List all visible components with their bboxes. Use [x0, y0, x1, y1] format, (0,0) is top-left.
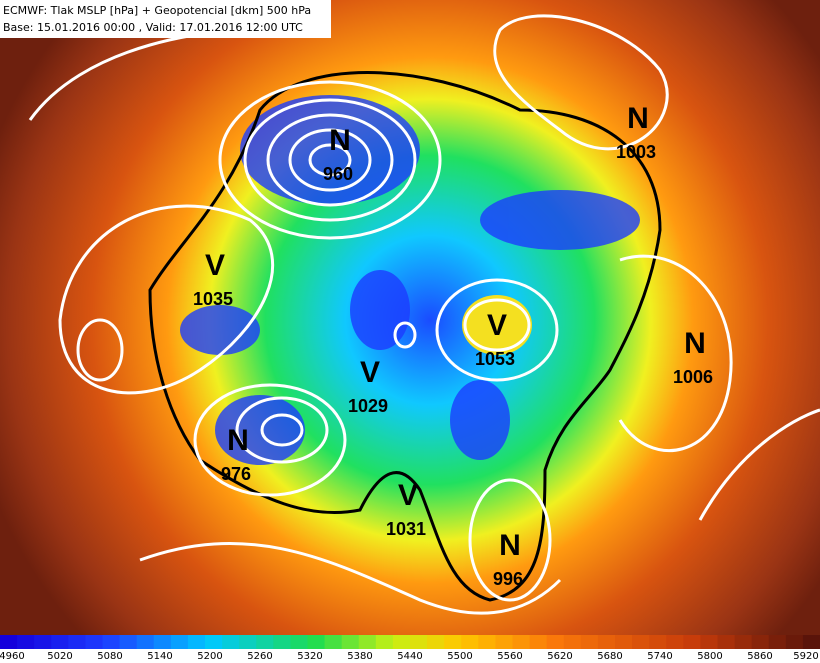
legend-swatch: [187, 635, 206, 649]
legend-swatch: [17, 635, 35, 649]
legend-swatch: [768, 635, 787, 649]
legend-tick-label: 5380: [347, 651, 372, 662]
legend-swatch: [683, 635, 701, 649]
legend-swatch: [0, 635, 18, 649]
legend-swatch: [102, 635, 121, 649]
center-letter: N: [499, 529, 521, 562]
legend-swatch: [273, 635, 291, 649]
legend-swatch: [785, 635, 804, 649]
legend-swatch: [546, 635, 565, 649]
legend-tick-label: 4960: [0, 651, 25, 662]
legend-tick-label: 5800: [697, 651, 722, 662]
legend-swatch: [51, 635, 69, 649]
legend-tick-label: 5680: [597, 651, 622, 662]
legend-swatch: [34, 635, 52, 649]
center-letter: V: [487, 309, 507, 342]
legend-swatch: [632, 635, 650, 649]
legend-swatch: [478, 635, 496, 649]
legend-swatch: [153, 635, 172, 649]
legend-swatch: [85, 635, 103, 649]
legend-swatch: [580, 635, 599, 649]
legend-tick-label: 5920: [793, 651, 818, 662]
center-pressure: 960: [323, 164, 353, 184]
legend-tick-label: 5500: [447, 651, 472, 662]
legend-swatch: [375, 635, 394, 649]
center-letter: V: [360, 356, 380, 389]
legend-swatch: [461, 635, 479, 649]
legend-tick-label: 5200: [197, 651, 222, 662]
legend-swatch: [512, 635, 531, 649]
center-letter: N: [627, 102, 649, 135]
color-legend: 4960 5020 5080 5140 5200 5260 5320 5380 5440 5500…: [0, 635, 820, 663]
legend-swatch: [529, 635, 548, 649]
center-letter: N: [684, 327, 706, 360]
legend-swatch: [427, 635, 445, 649]
center-pressure: 1053: [475, 349, 515, 369]
map-background: [0, 0, 820, 635]
center-pressure: 1003: [616, 142, 656, 162]
legend-tick-label: 5020: [47, 651, 72, 662]
legend-swatch: [734, 635, 753, 649]
pressure-centers: N 960 N 1003 V 1035 V 1053 N 1006 V 1029 N 976 V 1031 N 9…: [193, 102, 713, 589]
center-letter: N: [227, 424, 249, 457]
legend-tick-label: 5620: [547, 651, 572, 662]
center-letter: V: [398, 479, 418, 512]
legend-swatch: [136, 635, 155, 649]
legend-swatch: [717, 635, 736, 649]
legend-tick-label: 5860: [747, 651, 772, 662]
legend-swatch: [392, 635, 411, 649]
isobars: [28, 14, 820, 615]
legend-tick-label: 5320: [297, 651, 322, 662]
legend-swatch: [802, 635, 820, 649]
ridge-area: [462, 295, 532, 355]
legend-swatch: [495, 635, 513, 649]
legend-swatch: [700, 635, 718, 649]
legend-swatch: [170, 635, 189, 649]
legend-swatch: [358, 635, 377, 649]
legend-swatch: [649, 635, 667, 649]
center-letter: N: [329, 124, 351, 157]
legend-tick-label: 5080: [97, 651, 122, 662]
legend-swatch: [290, 635, 308, 649]
legend-swatch: [256, 635, 274, 649]
legend-swatch: [119, 635, 138, 649]
center-pressure: 1035: [193, 289, 233, 309]
legend-swatch: [239, 635, 257, 649]
legend-swatch: [324, 635, 343, 649]
isoline-5520: [148, 71, 662, 602]
center-pressure: 1031: [386, 519, 426, 539]
legend-swatch: [410, 635, 428, 649]
legend-swatch: [444, 635, 462, 649]
center-pressure: 1006: [673, 367, 713, 387]
header-box: [0, 0, 331, 38]
legend-swatch: [341, 635, 360, 649]
legend-swatch: [563, 635, 582, 649]
center-pressure: 1029: [348, 396, 388, 416]
legend-swatch: [666, 635, 684, 649]
legend-tick-label: 5440: [397, 651, 422, 662]
legend-swatch: [205, 635, 223, 649]
legend-swatch: [68, 635, 86, 649]
low-height-areas: [180, 95, 640, 465]
legend-tick-label: 5740: [647, 651, 672, 662]
legend-swatch: [222, 635, 240, 649]
legend-swatch: [597, 635, 616, 649]
header-validity: Base: 15.01.2016 00:00 , Valid: 17.01.20…: [3, 21, 303, 34]
center-pressure: 976: [221, 464, 251, 484]
legend-swatch: [307, 635, 326, 649]
center-pressure: 996: [493, 569, 523, 589]
center-letter: V: [205, 249, 225, 282]
header-title: ECMWF: Tlak MSLP [hPa] + Geopotencial [d…: [3, 4, 311, 17]
legend-tick-label: 5560: [497, 651, 522, 662]
legend-swatch: [615, 635, 633, 649]
legend-tick-label: 5260: [247, 651, 272, 662]
legend-swatch: [751, 635, 770, 649]
legend-tick-label: 5140: [147, 651, 172, 662]
